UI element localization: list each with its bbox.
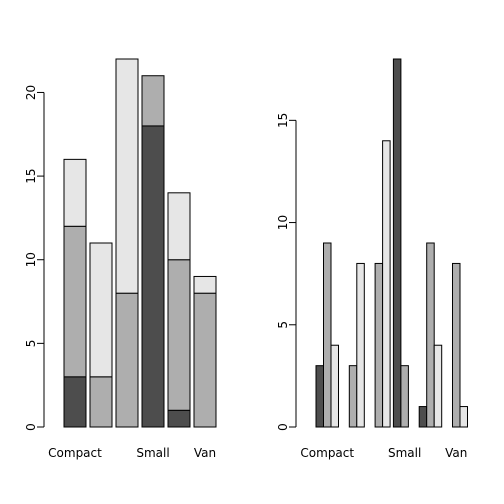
left-bar-segment [167, 259, 191, 411]
left-x-tick-label: Compact [48, 446, 102, 460]
left-x-tick-label: Van [194, 446, 216, 460]
left-bar-segment [63, 376, 87, 428]
right-bar [348, 365, 358, 428]
right-bar [452, 262, 461, 428]
right-x-tick-label: Van [445, 446, 467, 460]
right-y-tick-label: 0 [276, 423, 290, 431]
left-bar-segment [193, 275, 217, 294]
right-bar [382, 140, 391, 428]
right-y-tick-label: 15 [276, 113, 290, 128]
right-y-tick-label: 10 [276, 215, 290, 230]
stacked-bar-chart: 0 5 10 15 20 Compact Small Van [24, 58, 217, 460]
right-x-tick-label: Small [388, 446, 421, 460]
left-bar-segment [115, 292, 139, 428]
left-bar-segment [89, 242, 113, 378]
grouped-bar-chart: 0 5 10 15 Compact Small Van [276, 58, 468, 460]
right-bar [459, 406, 468, 428]
right-bar [400, 365, 409, 428]
left-y-tick-label: 15 [24, 168, 38, 183]
left-y-tick-label: 20 [24, 85, 38, 100]
right-bar [323, 242, 332, 428]
left-bar-segment [63, 225, 87, 378]
left-bar-segment [193, 292, 217, 428]
left-bar-segment [141, 125, 165, 428]
left-bar-segment [167, 409, 191, 428]
left-y-tick-label: 5 [24, 340, 38, 348]
right-bar [356, 262, 365, 428]
left-bar-segment [115, 58, 139, 294]
left-bar-segment [63, 158, 87, 227]
left-bar-segment [89, 376, 113, 428]
left-y-tick-label: 0 [24, 423, 38, 431]
right-bar [426, 242, 435, 428]
right-bar [330, 344, 339, 428]
right-y-tick-label: 5 [276, 321, 290, 329]
right-bar [433, 344, 443, 428]
right-bar [374, 262, 384, 428]
left-x-tick-label: Small [136, 446, 169, 460]
left-bar-segment [167, 192, 191, 261]
right-bar [315, 365, 324, 428]
left-bar-segment [141, 75, 165, 127]
right-x-tick-label: Compact [300, 446, 354, 460]
left-y-tick-label: 10 [24, 252, 38, 267]
right-bar [418, 406, 428, 428]
right-bar [392, 58, 402, 428]
